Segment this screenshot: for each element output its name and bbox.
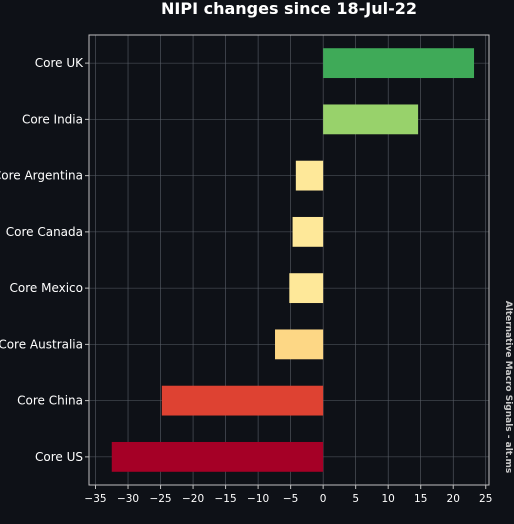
x-tick-label: 5 [352, 493, 359, 505]
x-tick-label: 15 [414, 493, 427, 505]
bar-core-uk [323, 48, 475, 79]
bar-core-us [111, 441, 324, 472]
labels: −35 −30 −25 −20 −15 −10 −5 0 5 10 15 20 25 Core UK Cor… [0, 56, 492, 505]
x-tick-label: −35 [84, 493, 106, 505]
x-tick-label: 0 [320, 493, 327, 505]
category-label: Core India [22, 112, 83, 126]
category-label: Core Canada [6, 225, 83, 239]
x-tick-label: −10 [247, 493, 269, 505]
x-tick-label: −15 [214, 493, 236, 505]
bar-core-india [323, 104, 419, 135]
category-label: Core China [17, 394, 83, 408]
x-tick-label: −5 [283, 493, 298, 505]
x-tick-label: −20 [182, 493, 204, 505]
x-tick-label: 10 [381, 493, 394, 505]
x-tick-label: −30 [117, 493, 139, 505]
bar-core-mexico [289, 273, 324, 304]
chart-title: NIPI changes since 18-Jul-22 [161, 0, 417, 18]
axes [85, 34, 490, 489]
bar-core-argentina [295, 160, 324, 191]
category-label: Core Argentina [0, 169, 83, 183]
x-tick-label: 25 [479, 493, 492, 505]
plot-frame [88, 34, 490, 486]
x-tick-label: −25 [149, 493, 171, 505]
category-label: Core UK [35, 56, 84, 70]
bar-core-china [161, 385, 324, 416]
bars [111, 48, 475, 472]
watermark: Alternative Macro Signals - alt.ms [503, 301, 513, 474]
category-label: Core US [35, 450, 83, 464]
x-tick-label: 20 [447, 493, 460, 505]
category-label: Core Australia [0, 337, 83, 351]
bar-core-canada [292, 216, 324, 247]
bar-core-australia [275, 329, 324, 360]
category-label: Core Mexico [10, 281, 84, 295]
